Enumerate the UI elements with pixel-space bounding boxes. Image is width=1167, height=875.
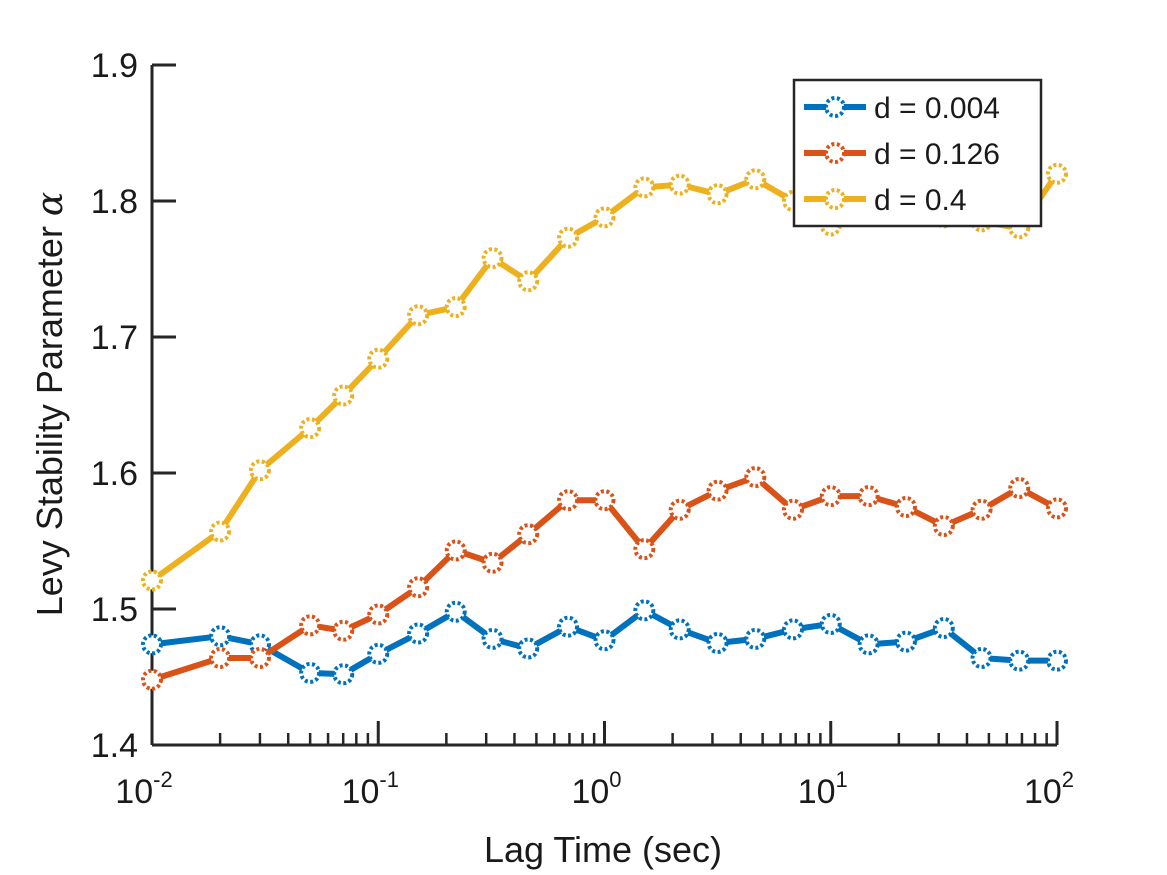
data-point	[367, 347, 390, 370]
data-point	[517, 270, 540, 293]
data-point	[248, 459, 271, 482]
legend: d = 0.004 d = 0.126 d = 0.4	[792, 78, 1043, 228]
data-point	[744, 627, 767, 650]
data-point	[299, 417, 322, 440]
data-point	[932, 515, 955, 538]
legend-item: d = 0.004	[804, 92, 1000, 125]
y-tick-label: 1.9	[91, 47, 138, 85]
data-point	[444, 539, 467, 562]
data-point	[819, 612, 842, 635]
data-point	[367, 642, 390, 665]
data-point	[857, 633, 880, 656]
data-point	[1046, 162, 1068, 185]
data-point	[481, 627, 504, 650]
data-point	[894, 630, 917, 653]
y-axis-label-text: Levy Stability Parameter	[29, 226, 70, 616]
data-point	[706, 183, 729, 206]
x-tick-label: 10-2	[115, 767, 172, 811]
legend-label: d = 0.4	[874, 184, 967, 217]
data-point	[248, 646, 271, 669]
data-point	[332, 384, 355, 407]
data-point	[332, 663, 355, 686]
series-1	[141, 599, 1068, 686]
data-point	[481, 247, 504, 270]
legend-swatch-marker	[824, 96, 846, 118]
data-point	[633, 538, 656, 561]
data-point	[1046, 649, 1068, 672]
x-tick-label: 100	[571, 767, 621, 811]
data-point	[407, 622, 430, 645]
data-point	[668, 618, 691, 641]
data-point	[1008, 476, 1031, 499]
data-point	[932, 617, 955, 640]
data-point	[141, 668, 163, 691]
data-point	[970, 498, 993, 521]
series-3	[141, 162, 1068, 592]
data-point	[209, 520, 232, 543]
y-tick-label: 1.6	[91, 455, 138, 493]
data-point	[894, 496, 917, 518]
legend-swatch-marker	[824, 142, 846, 164]
x-tick-label: 102	[1024, 767, 1074, 811]
data-point	[209, 646, 232, 669]
data-point	[141, 633, 163, 656]
data-point	[781, 498, 804, 521]
data-point	[819, 485, 842, 508]
data-point	[209, 625, 232, 648]
data-point	[706, 632, 729, 654]
data-point	[367, 603, 390, 626]
data-point	[141, 569, 163, 592]
data-point	[517, 637, 540, 660]
legend-label: d = 0.004	[874, 92, 1000, 125]
data-point	[444, 600, 467, 623]
axes: 1.4 1.5 1.6 1.7 1.8 1.9 10-2 10-1 100 101 102	[91, 47, 1074, 811]
data-point	[557, 489, 580, 512]
data-point	[744, 168, 767, 191]
y-tick-label: 1.7	[91, 319, 138, 357]
y-tick-label: 1.5	[91, 591, 138, 629]
series-layer	[141, 162, 1068, 691]
legend-item: d = 0.126	[804, 138, 1000, 171]
data-point	[857, 485, 880, 508]
data-point	[781, 618, 804, 641]
series-line	[150, 172, 1060, 583]
y-axis-label-symbol: α	[30, 192, 71, 216]
data-point	[744, 466, 767, 489]
legend-label: d = 0.126	[874, 138, 1000, 171]
data-point	[557, 615, 580, 638]
data-point	[593, 629, 616, 652]
y-tick-label: 1.4	[91, 727, 138, 765]
data-point	[633, 599, 656, 622]
x-tick-label: 101	[798, 767, 848, 811]
legend-item: d = 0.4	[804, 184, 967, 217]
x-axis-label: Lag Time (sec)	[484, 829, 722, 870]
data-point	[1008, 649, 1031, 672]
y-tick-label: 1.8	[91, 183, 138, 221]
data-point	[444, 296, 467, 319]
data-point	[481, 551, 504, 574]
data-point	[517, 523, 540, 546]
data-point	[557, 226, 580, 249]
data-point	[633, 176, 656, 199]
data-point	[593, 489, 616, 512]
data-point	[668, 173, 691, 196]
data-point	[299, 661, 322, 684]
x-tick-label: 10-1	[342, 767, 399, 811]
data-point	[970, 646, 993, 669]
data-point	[1046, 497, 1068, 520]
data-point	[706, 479, 729, 502]
y-axis-label: Levy Stability Parameter α	[29, 192, 71, 616]
data-point	[407, 304, 430, 327]
legend-swatch-marker	[824, 188, 846, 210]
data-point	[668, 498, 691, 521]
series-2	[141, 466, 1068, 691]
data-point	[407, 576, 430, 599]
data-point	[332, 619, 355, 642]
data-point	[593, 206, 616, 229]
data-point	[299, 614, 322, 637]
